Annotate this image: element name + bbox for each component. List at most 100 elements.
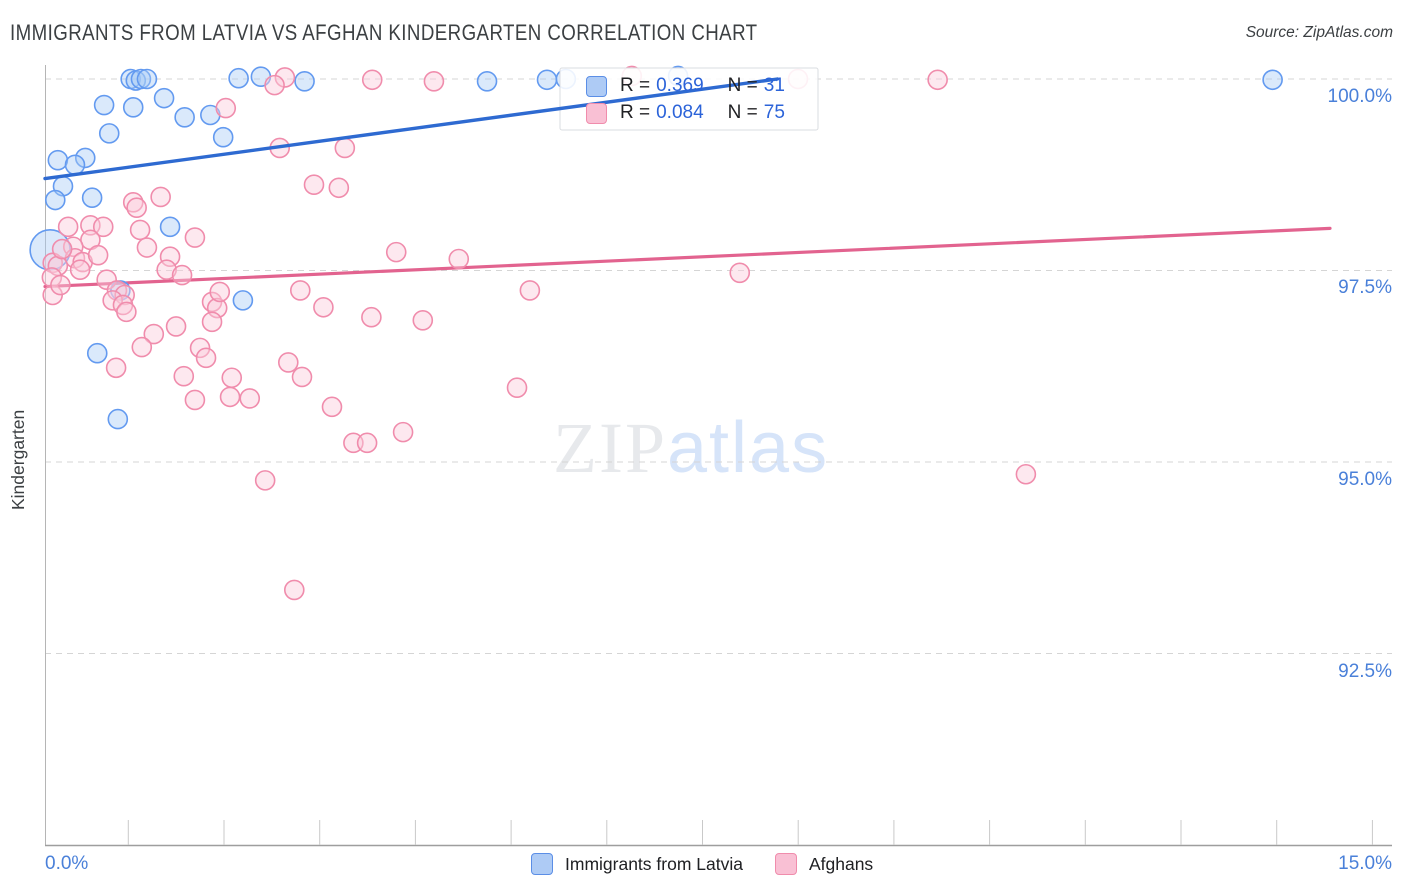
data-point-afghans[interactable] [136,237,158,258]
data-point-afghans[interactable] [729,262,751,284]
data-point-afghans[interactable] [69,259,91,281]
data-point-latvia[interactable] [174,107,195,128]
y-tick-97-5: 97.5% [1338,277,1392,298]
y-tick-95: 95.0% [1338,469,1392,490]
data-point-afghans[interactable] [126,197,147,218]
data-point-afghans[interactable] [51,238,73,260]
data-point-afghans[interactable] [291,366,313,388]
data-point-afghans[interactable] [283,579,305,601]
data-point-latvia[interactable] [64,154,86,176]
data-point-afghans[interactable] [361,69,383,91]
data-point-afghans[interactable] [385,241,407,263]
data-point-afghans[interactable] [274,67,296,88]
data-point-afghans[interactable] [303,174,325,196]
data-point-afghans[interactable] [87,244,109,266]
data-point-afghans[interactable] [356,432,378,454]
data-point-afghans[interactable] [96,269,117,290]
data-point-latvia[interactable] [228,67,249,89]
data-point-afghans[interactable] [927,69,948,91]
data-point-afghans[interactable] [159,246,181,268]
data-point-latvia[interactable] [1262,69,1283,91]
data-point-afghans[interactable] [116,301,137,323]
data-point-latvia[interactable] [122,97,144,118]
data-point-latvia[interactable] [212,126,234,148]
n-value-latvia: 31 [763,75,785,96]
data-point-latvia[interactable] [294,70,315,92]
data-point-afghans[interactable] [313,296,334,318]
data-point-afghans[interactable] [50,274,71,296]
data-point-afghans[interactable] [254,470,276,491]
y-tick-92-5: 92.5% [1338,661,1392,682]
bottom-legend-item-afghans[interactable]: Afghans [774,853,874,875]
latvia-legend-label: Immigrants from Latvia [565,853,743,874]
data-point-afghans[interactable] [361,306,382,328]
data-point-afghans[interactable] [289,280,311,301]
data-point-afghans[interactable] [143,323,165,345]
r-value-afghans: 0.084 [656,102,704,123]
data-point-latvia[interactable] [98,123,120,144]
data-point-afghans[interactable] [221,367,243,389]
data-point-latvia[interactable] [93,94,115,116]
data-point-afghans[interactable] [165,316,187,337]
data-point-afghans[interactable] [102,290,123,311]
data-point-latvia[interactable] [107,408,129,430]
data-point-afghans[interactable] [448,248,470,270]
afghans-trend-line [43,226,1332,289]
n-label: N = [727,102,758,123]
data-point-afghans[interactable] [131,336,153,358]
data-point-latvia[interactable] [136,68,158,90]
data-point-latvia[interactable] [536,69,558,91]
data-point-afghans[interactable] [92,216,114,238]
data-point-afghans[interactable] [334,137,356,159]
data-point-afghans[interactable] [189,337,211,359]
data-point-afghans[interactable] [321,396,343,418]
data-point-afghans[interactable] [506,377,528,398]
legend-row-afghans: R = 0.084 N = 75 [586,102,785,124]
n-value-afghans: 75 [763,102,785,123]
data-point-afghans[interactable] [423,70,445,92]
data-point-afghans[interactable] [156,259,177,281]
data-point-afghans[interactable] [264,74,285,96]
data-point-afghans[interactable] [201,311,223,333]
data-point-afghans[interactable] [392,421,414,443]
data-point-latvia[interactable] [159,216,181,238]
data-point-afghans[interactable] [184,227,206,248]
data-point-latvia[interactable] [130,68,152,90]
legend-swatch-afghans [586,102,607,124]
data-point-afghans[interactable] [171,264,193,286]
x-tick-min: 0.0% [45,853,89,874]
data-point-afghans[interactable] [215,97,237,119]
data-point-afghans[interactable] [150,186,171,208]
data-point-afghans[interactable] [195,347,217,369]
latvia-trend-line [43,77,780,181]
data-point-afghans[interactable] [209,281,231,303]
data-point-latvia[interactable] [86,342,108,364]
data-point-afghans[interactable] [184,389,206,411]
data-point-latvia[interactable] [476,70,498,92]
legend-row-latvia: R = 0.369 N = 31 [586,75,785,97]
bottom-legend-item-latvia[interactable]: Immigrants from Latvia [531,853,743,875]
data-point-latvia[interactable] [44,189,66,211]
data-point-afghans[interactable] [173,365,195,387]
x-tick-max: 15.0% [1338,853,1392,874]
data-point-afghans[interactable] [1015,463,1037,485]
data-point-latvia[interactable] [74,147,96,169]
data-point-afghans[interactable] [219,386,241,408]
data-point-latvia[interactable] [153,87,175,109]
data-point-afghans[interactable] [277,352,299,373]
data-point-afghans[interactable] [328,177,350,199]
data-point-afghans[interactable] [412,309,434,331]
data-point-latvia[interactable] [81,187,103,209]
data-point-latvia[interactable] [47,149,69,171]
data-point-afghans[interactable] [519,280,541,301]
data-point-afghans[interactable] [57,216,79,238]
data-point-afghans[interactable] [105,357,127,379]
afghans-legend-label: Afghans [808,853,874,874]
source-credit: Source: ZipAtlas.com [1245,24,1393,41]
n-label: N = [727,75,758,96]
data-point-latvia[interactable] [232,290,254,311]
data-point-afghans[interactable] [239,388,261,409]
data-point-afghans[interactable] [129,219,151,241]
